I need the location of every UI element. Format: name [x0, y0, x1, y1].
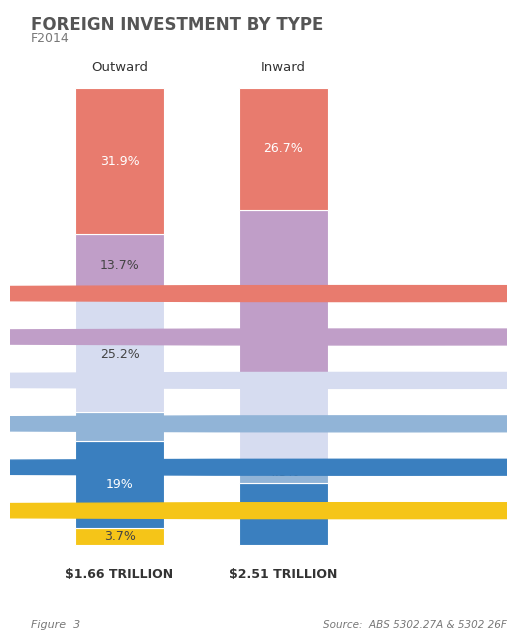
Circle shape — [0, 459, 517, 475]
Text: Other: Other — [407, 461, 443, 474]
Text: 25.2%: 25.2% — [100, 348, 140, 361]
Circle shape — [0, 503, 517, 519]
Text: Derivatives: Derivatives — [407, 417, 479, 430]
Text: 13.5%: 13.5% — [264, 508, 303, 521]
Text: 16.7%: 16.7% — [264, 418, 303, 431]
Bar — [239, 210, 328, 386]
Circle shape — [0, 329, 517, 345]
Bar — [75, 528, 164, 545]
Text: 13.7%: 13.7% — [100, 259, 140, 272]
Text: 31.9%: 31.9% — [100, 155, 140, 168]
Bar — [75, 297, 164, 412]
Circle shape — [0, 416, 517, 432]
Text: $2.51 TRILLION: $2.51 TRILLION — [229, 568, 338, 581]
Text: F2014: F2014 — [31, 32, 70, 45]
Bar — [75, 234, 164, 297]
Bar — [239, 386, 328, 463]
Text: 26.7%: 26.7% — [264, 143, 303, 155]
Text: Outward: Outward — [91, 61, 148, 74]
Circle shape — [0, 372, 517, 388]
Text: 6.4%: 6.4% — [103, 420, 135, 433]
Text: Debt: Debt — [407, 331, 437, 343]
Bar — [239, 483, 328, 545]
Text: Direct: Direct — [407, 287, 445, 300]
Text: 38.6%: 38.6% — [264, 291, 303, 305]
Text: 3.7%: 3.7% — [103, 530, 135, 543]
Text: 19%: 19% — [105, 478, 133, 491]
Circle shape — [0, 286, 517, 302]
Text: $1.66 TRILLION: $1.66 TRILLION — [66, 568, 174, 581]
Bar — [75, 412, 164, 441]
Text: Portfolio: Portfolio — [407, 374, 459, 387]
Bar — [239, 88, 328, 210]
Text: Inward: Inward — [261, 61, 306, 74]
Text: Figure  3: Figure 3 — [31, 620, 80, 630]
Text: 4.5%: 4.5% — [267, 467, 299, 480]
Text: Source:  ABS 5302.27A & 5302 26F: Source: ABS 5302.27A & 5302 26F — [323, 620, 507, 630]
Text: Reserve assets: Reserve assets — [407, 504, 502, 517]
Bar — [75, 89, 164, 234]
Bar — [239, 463, 328, 483]
Text: FOREIGN INVESTMENT BY TYPE: FOREIGN INVESTMENT BY TYPE — [31, 16, 324, 34]
Bar — [75, 441, 164, 528]
